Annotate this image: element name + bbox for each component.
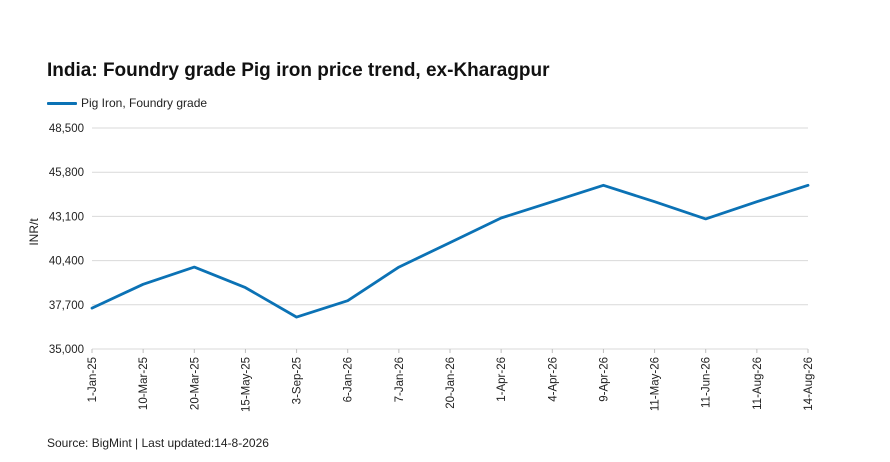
legend: Pig Iron, Foundry grade <box>47 96 207 110</box>
y-tick-label: 43,100 <box>49 211 84 223</box>
x-tick-label: 11-May-26 <box>650 357 662 411</box>
x-tick-label: 15-May-25 <box>240 357 252 412</box>
series-line <box>90 183 810 319</box>
legend-label: Pig Iron, Foundry grade <box>81 96 208 110</box>
y-tick-label: 48,500 <box>49 123 84 135</box>
x-tick-label: 11-Jun-26 <box>701 357 713 408</box>
x-tick-label: 9-Apr-26 <box>598 357 610 402</box>
x-tick-label: 7-Jan-26 <box>394 357 406 402</box>
x-tick-label: 14-Aug-26 <box>803 357 815 411</box>
y-tick-label: 45,800 <box>49 167 84 179</box>
x-tick-label: 4-Apr-26 <box>547 357 559 402</box>
x-tick-label: 6-Jan-26 <box>343 357 355 402</box>
source-note: Source: BigMint | Last updated:14-8-2026 <box>47 436 269 450</box>
x-tick-label: 1-Apr-26 <box>496 357 508 402</box>
x-tick-label: 20-Mar-25 <box>189 357 201 410</box>
y-tick-label: 37,700 <box>49 300 84 312</box>
x-tick-label: 10-Mar-25 <box>138 357 150 410</box>
y-tick-label: 35,000 <box>49 344 84 356</box>
x-tick-label: 11-Aug-26 <box>752 357 764 410</box>
y-tick-label: 40,400 <box>49 256 84 268</box>
x-tick-label: 1-Jan-25 <box>87 357 99 402</box>
legend-swatch <box>47 101 77 105</box>
chart-title: India: Foundry grade Pig iron price tren… <box>47 60 550 81</box>
x-tick-label: 3-Sep-25 <box>292 357 304 404</box>
x-tick-label: 20-Jan-26 <box>445 357 457 409</box>
